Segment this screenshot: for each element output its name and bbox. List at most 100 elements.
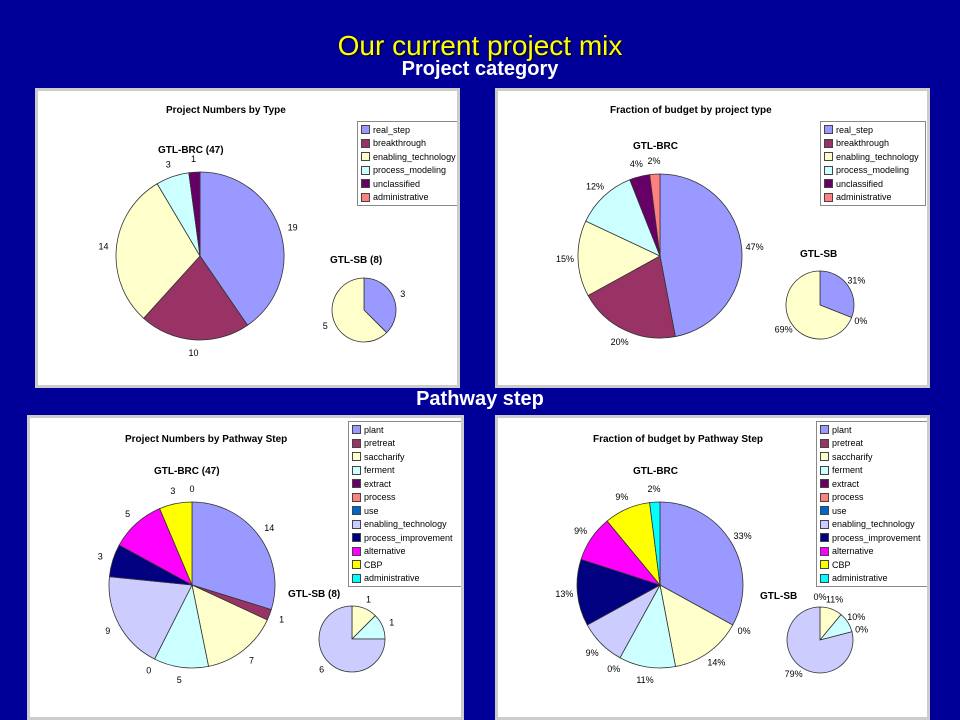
data-label: 0% xyxy=(854,316,867,326)
legend-item-extract: extract xyxy=(352,477,458,491)
legend-swatch xyxy=(352,546,361,556)
data-label: 14 xyxy=(264,523,274,533)
legend-swatch xyxy=(820,560,829,570)
legend-label: enabling_technology xyxy=(364,519,447,530)
data-label: 69% xyxy=(775,325,793,335)
chart-title: Project Numbers by Pathway Step xyxy=(125,434,287,445)
legend-swatch xyxy=(361,125,370,135)
pie-slice-enabling-technology xyxy=(785,270,853,340)
legend-swatch xyxy=(824,179,833,189)
legend-label: unclassified xyxy=(373,178,421,189)
legend-label: extract xyxy=(832,478,860,489)
legend-item-plant: plant xyxy=(820,423,924,437)
data-label: 14% xyxy=(707,658,725,668)
data-label: 9% xyxy=(586,648,599,658)
legend-swatch xyxy=(820,506,829,516)
legend-label: breakthrough xyxy=(836,138,890,149)
pie-name-gtl-sb: GTL-SB xyxy=(760,591,797,602)
data-label: 9% xyxy=(574,526,587,536)
data-label: 0% xyxy=(855,624,868,634)
chart-legend: real_step breakthrough enabling_technology… xyxy=(357,121,457,206)
data-label: 1 xyxy=(279,615,284,625)
chart-panel-project-numbers-by-pathway: Project Numbers by Pathway Step 14 1 7 5 0 9 3… xyxy=(27,415,464,720)
legend-swatch xyxy=(824,125,833,135)
legend-swatch xyxy=(352,573,361,583)
legend-label: pretreat xyxy=(364,438,396,449)
legend-item-CBP: CBP xyxy=(352,558,458,572)
legend-item-administrative: administrative xyxy=(820,572,924,586)
data-label: 3 xyxy=(400,289,405,299)
pie-slice-administrative xyxy=(649,501,661,586)
data-label: 0% xyxy=(607,664,620,674)
legend-label: CBP xyxy=(832,559,851,570)
legend-item-breakthrough: breakthrough xyxy=(361,137,456,151)
chart-legend: real_step breakthrough enabling_technology… xyxy=(820,121,926,206)
legend-label: use xyxy=(364,505,379,516)
legend-label: real_step xyxy=(836,124,874,135)
legend-swatch xyxy=(352,425,361,435)
legend-swatch xyxy=(820,492,829,502)
pie-name-gtl-brc: GTL-BRC xyxy=(633,466,678,477)
legend-swatch xyxy=(820,546,829,556)
legend-item-real-step: real_step xyxy=(824,123,922,137)
data-label: 79% xyxy=(785,669,803,679)
legend-item-saccharify: saccharify xyxy=(352,450,458,464)
legend-item-administrative: administrative xyxy=(352,572,458,586)
pie-slice-unclassified xyxy=(188,171,201,257)
pie-slice-plant xyxy=(191,501,276,611)
legend-item-pretreat: pretreat xyxy=(820,437,924,451)
chart-title: Fraction of budget by Pathway Step xyxy=(593,434,763,445)
legend-item-pretreat: pretreat xyxy=(352,437,458,451)
legend-swatch xyxy=(352,492,361,502)
pie-slice-real-step xyxy=(363,277,397,334)
pie-slice-breakthrough xyxy=(143,255,249,341)
data-label: 3 xyxy=(170,486,175,496)
legend-item-ferment: ferment xyxy=(820,464,924,478)
pie-slice-CBP xyxy=(159,501,193,586)
section-title-project-category: Project category xyxy=(401,58,559,80)
data-label: 3 xyxy=(166,159,171,169)
data-label: 1 xyxy=(191,154,196,164)
legend-item-plant: plant xyxy=(352,423,458,437)
legend-item-extract: extract xyxy=(820,477,924,491)
data-label: 0% xyxy=(738,626,751,636)
legend-item-ferment: ferment xyxy=(352,464,458,478)
legend-label: administrative xyxy=(832,573,888,584)
legend-item-process: process xyxy=(820,491,924,505)
legend-swatch xyxy=(352,519,361,529)
legend-label: enabling_technology xyxy=(832,519,915,530)
chart-legend: plant pretreat saccharify ferment extract pro… xyxy=(348,421,461,587)
data-label: 0 xyxy=(146,666,151,676)
section-title-pathway-step: Pathway step xyxy=(416,388,544,410)
data-label: 13% xyxy=(555,589,573,599)
data-label: 15% xyxy=(556,254,574,264)
legend-swatch xyxy=(820,465,829,475)
legend-swatch xyxy=(352,560,361,570)
legend-item-enabling-technology: enabling_technology xyxy=(824,150,922,164)
legend-item-unclassified: unclassified xyxy=(361,177,456,191)
legend-label: enabling_technology xyxy=(836,151,919,162)
legend-swatch xyxy=(352,533,361,543)
legend-swatch xyxy=(361,165,370,175)
pie-name-gtl-sb: GTL-SB xyxy=(800,249,837,260)
legend-swatch xyxy=(361,138,370,148)
legend-swatch xyxy=(824,138,833,148)
legend-swatch xyxy=(361,192,370,202)
legend-item-administrative: administrative xyxy=(824,191,922,205)
legend-item-enabling-technology: enabling_technology xyxy=(820,518,924,532)
data-label: 31% xyxy=(847,275,865,285)
data-label: 14 xyxy=(98,241,108,251)
legend-item-unclassified: unclassified xyxy=(824,177,922,191)
chart-panel-fraction-budget-by-type: Fraction of budget by project type 47% 20… xyxy=(495,88,930,388)
data-label: 10 xyxy=(188,348,198,358)
legend-item-administrative: administrative xyxy=(361,191,456,205)
legend-label: pretreat xyxy=(832,438,864,449)
legend-item-alternative: alternative xyxy=(820,545,924,559)
data-label: 12% xyxy=(586,182,604,192)
pie-slice-enabling-technology xyxy=(331,277,388,343)
pie-slice-real-step xyxy=(659,173,743,338)
chart-title: Fraction of budget by project type xyxy=(610,105,772,116)
legend-item-enabling-technology: enabling_technology xyxy=(352,518,458,532)
data-label: 0 xyxy=(189,484,194,494)
legend-swatch xyxy=(820,519,829,529)
